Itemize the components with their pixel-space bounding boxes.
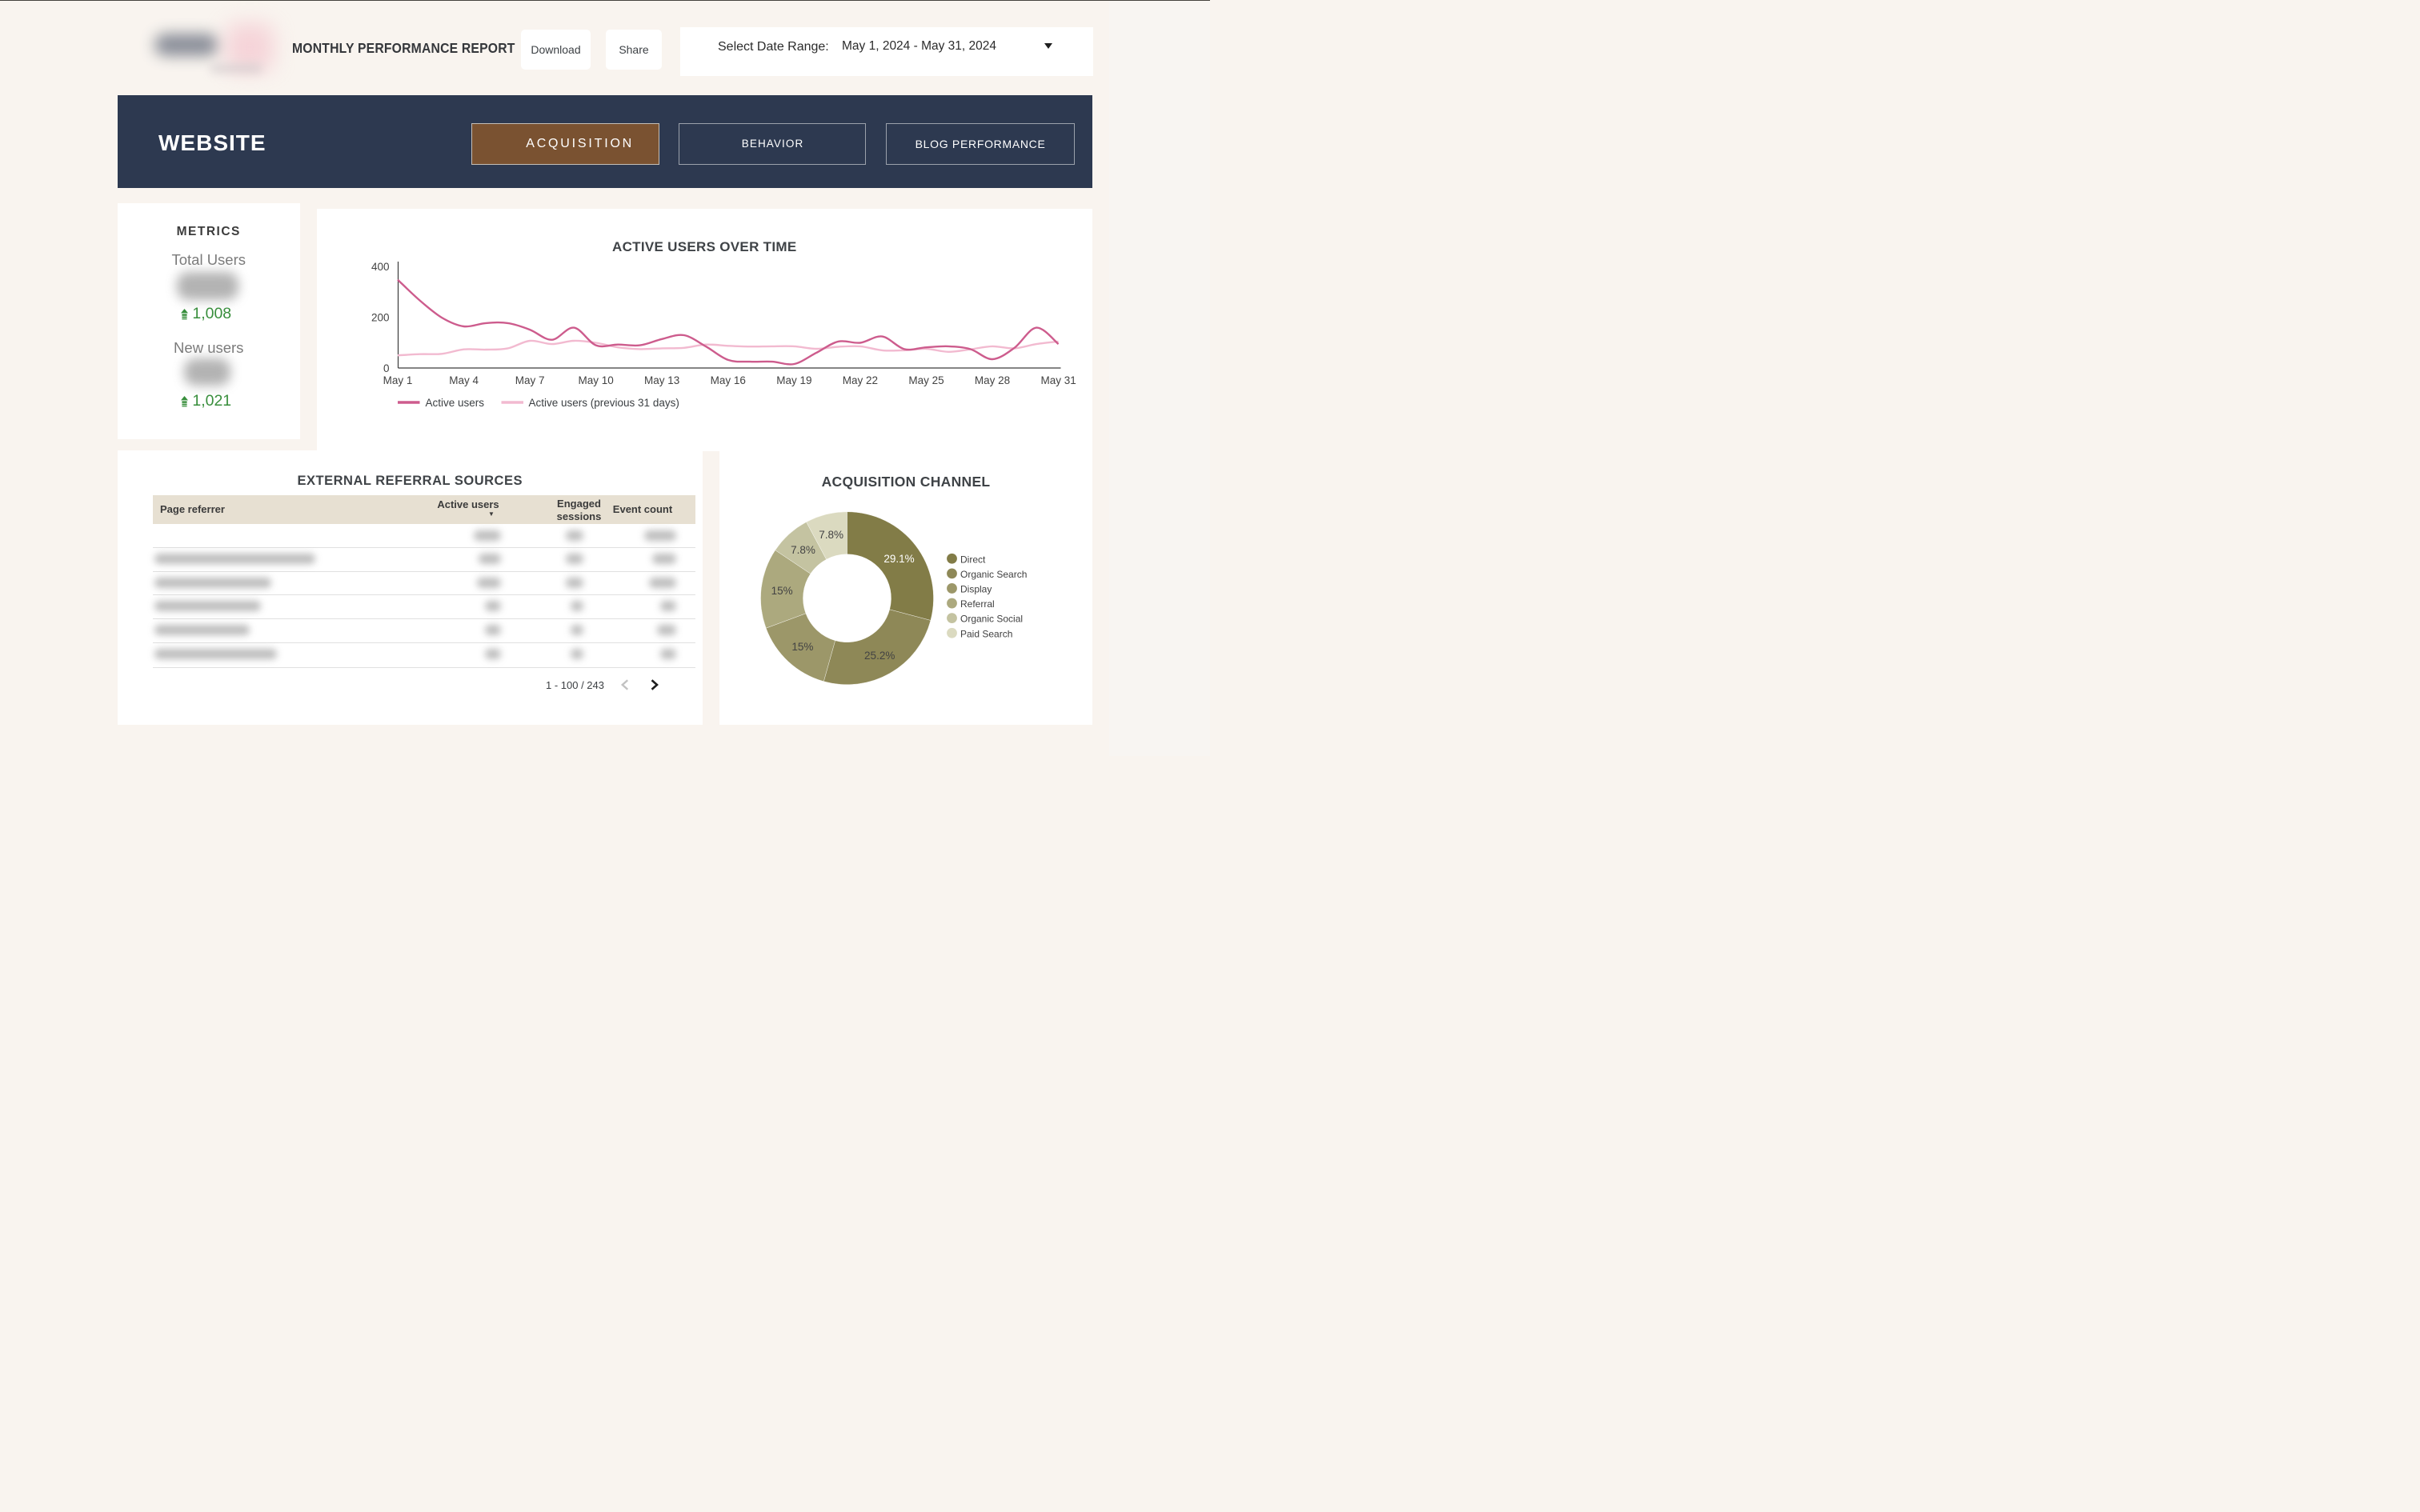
svg-text:May 28: May 28 <box>974 374 1009 386</box>
svg-text:May 31: May 31 <box>1040 374 1076 386</box>
svg-text:May 7: May 7 <box>515 374 544 386</box>
svg-text:May 19: May 19 <box>776 374 811 386</box>
svg-text:0: 0 <box>383 362 389 374</box>
svg-text:Organic Social: Organic Social <box>960 613 1023 624</box>
svg-text:15%: 15% <box>771 585 793 597</box>
svg-text:Direct: Direct <box>960 554 986 565</box>
svg-text:Organic Search: Organic Search <box>960 568 1027 579</box>
svg-text:May 22: May 22 <box>842 374 877 386</box>
svg-text:Active users: Active users <box>425 397 484 409</box>
svg-text:Referral: Referral <box>960 598 995 610</box>
svg-text:7.8%: 7.8% <box>791 544 815 556</box>
svg-text:Active users (previous 31 days: Active users (previous 31 days) <box>528 397 679 409</box>
svg-text:May 25: May 25 <box>908 374 944 386</box>
svg-text:200: 200 <box>371 312 389 324</box>
svg-text:May 13: May 13 <box>644 374 679 386</box>
svg-text:29.1%: 29.1% <box>883 552 914 564</box>
svg-text:25.2%: 25.2% <box>864 650 895 662</box>
svg-text:Display: Display <box>960 583 992 594</box>
svg-text:7.8%: 7.8% <box>819 529 843 541</box>
svg-text:May 10: May 10 <box>578 374 613 386</box>
svg-text:May 4: May 4 <box>449 374 479 386</box>
svg-text:Paid Search: Paid Search <box>960 628 1012 639</box>
svg-text:May 16: May 16 <box>710 374 745 386</box>
svg-text:400: 400 <box>371 261 389 273</box>
svg-text:May 1: May 1 <box>383 374 412 386</box>
svg-text:15%: 15% <box>791 641 813 653</box>
